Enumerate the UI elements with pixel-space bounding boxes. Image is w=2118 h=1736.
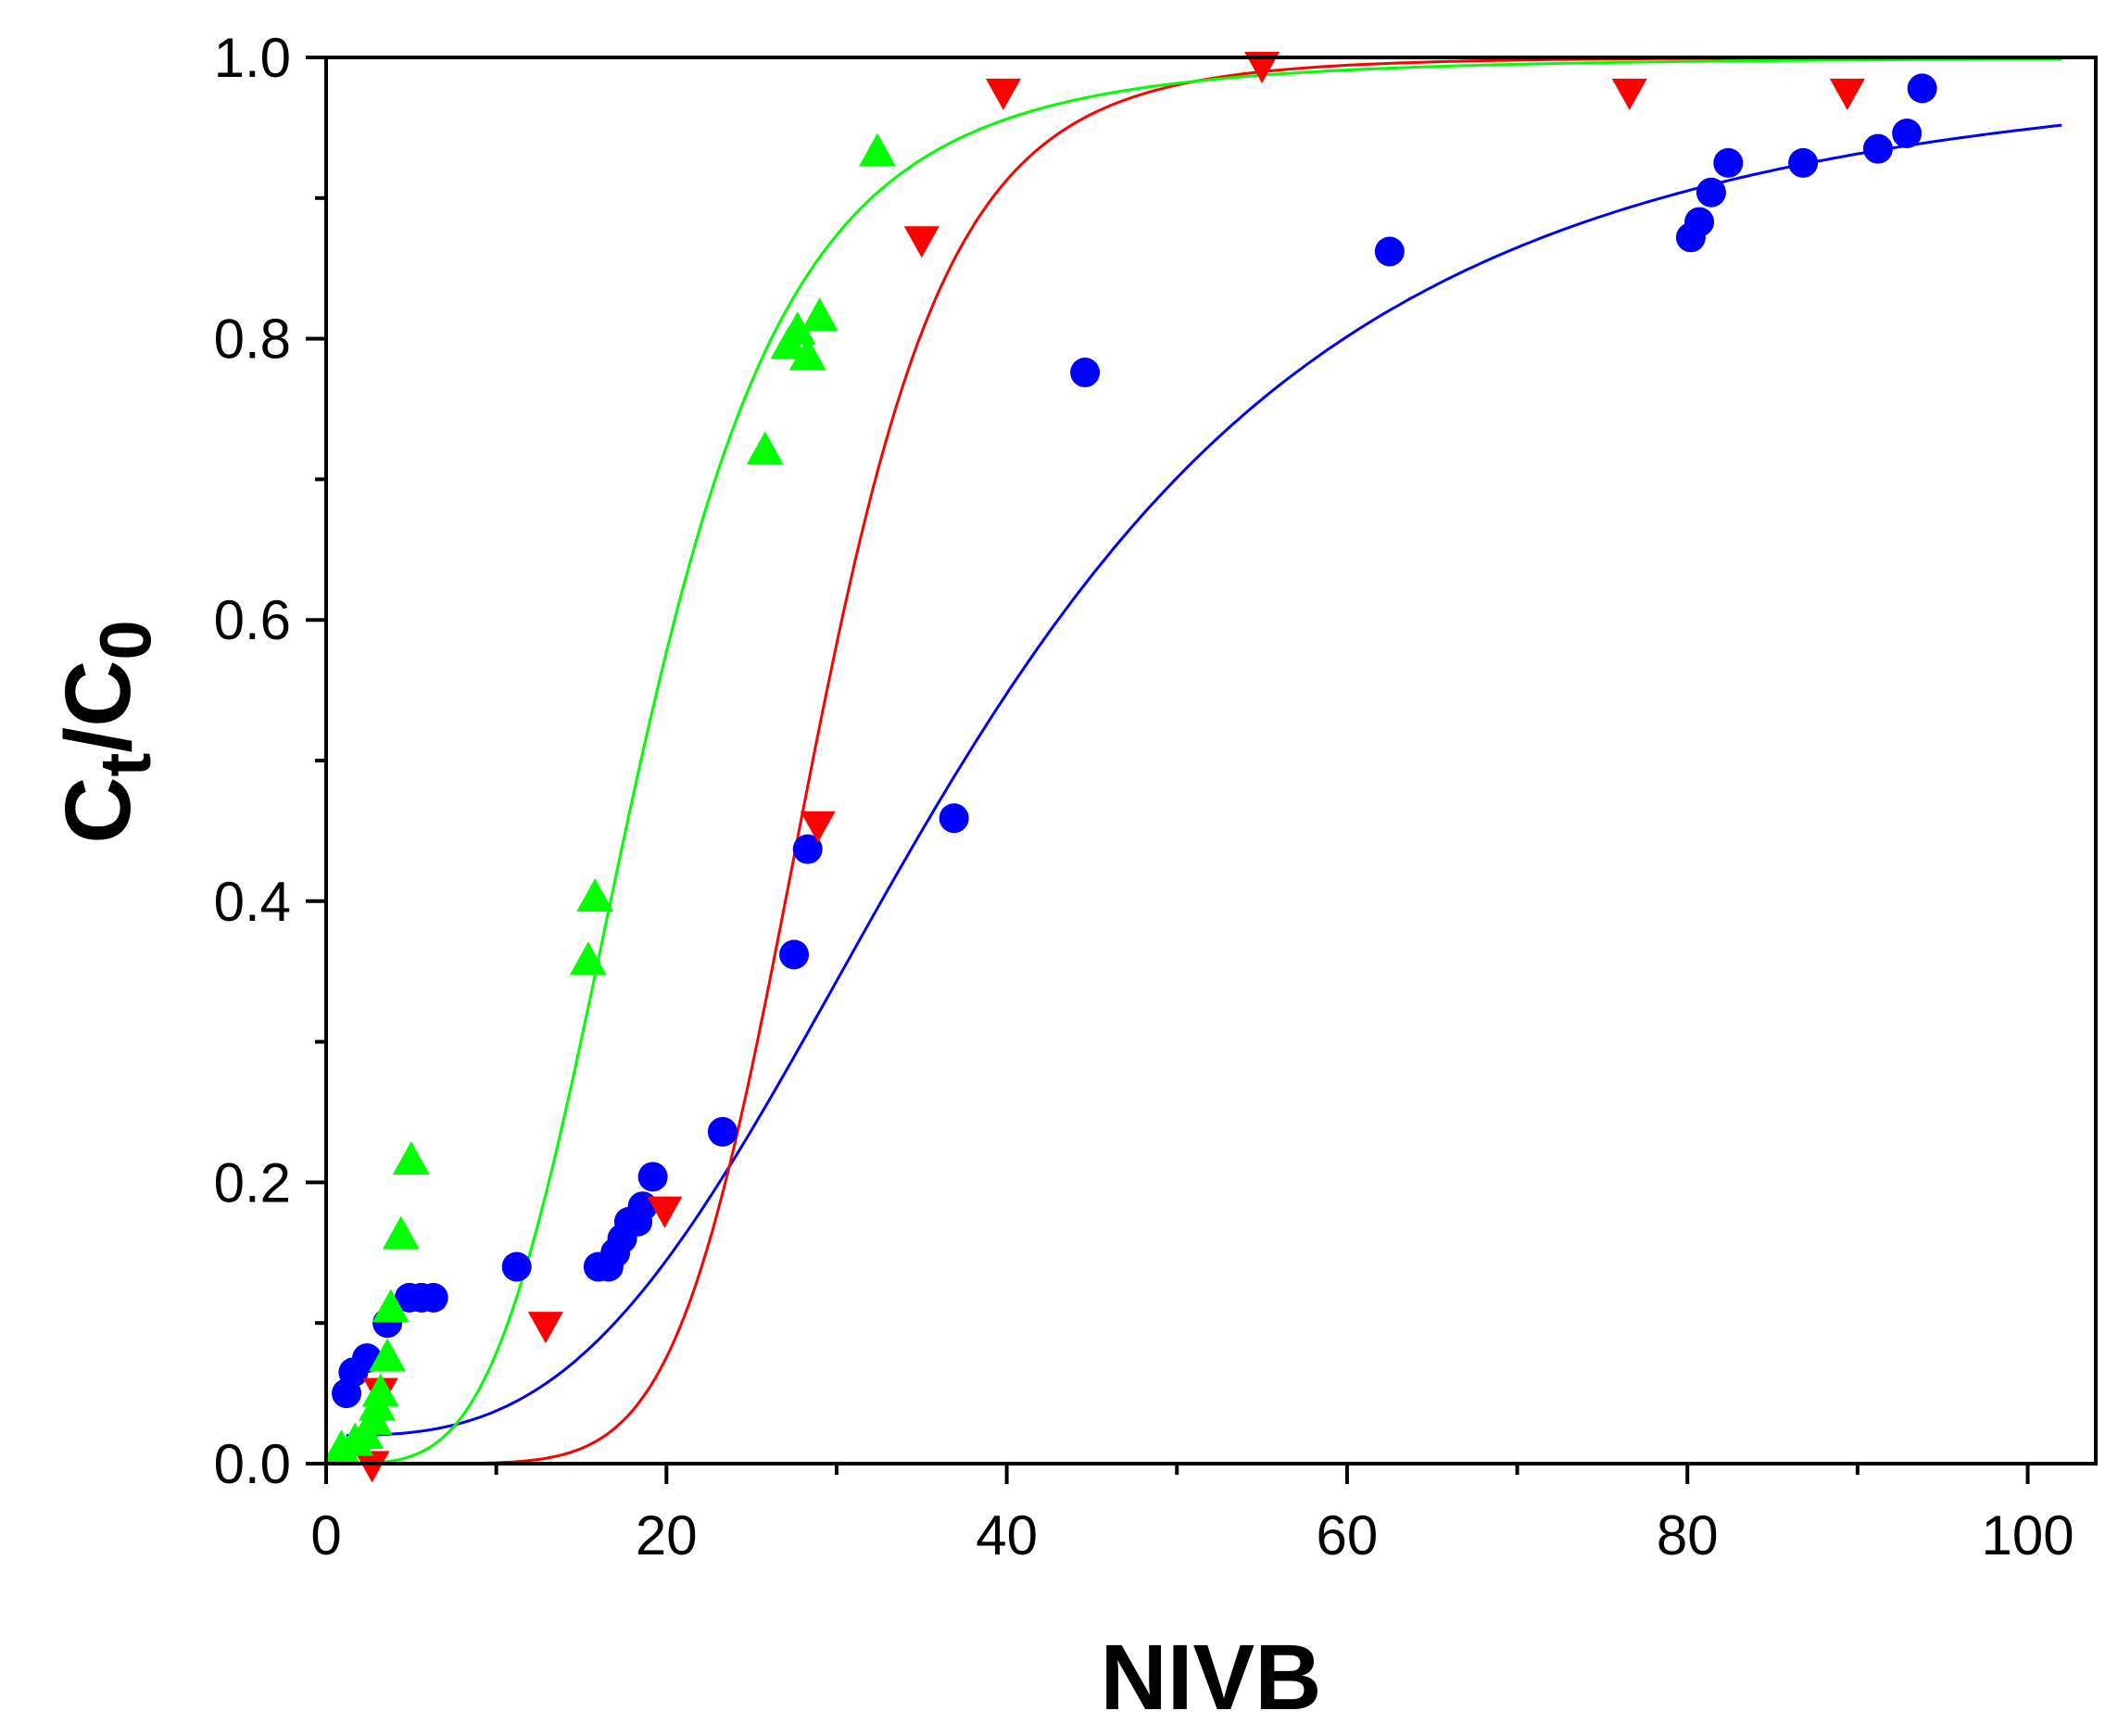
- data-point: [859, 132, 897, 167]
- data-point: [527, 1312, 563, 1344]
- y-tick-label: 1.0: [214, 27, 291, 89]
- data-point: [637, 1162, 668, 1192]
- y-tick-label: 0.2: [214, 1151, 291, 1214]
- y-axis-label-sub-t: t: [84, 753, 166, 777]
- data-point: [939, 803, 969, 834]
- y-axis-label-sub-0: 0: [84, 620, 166, 660]
- data-point: [1244, 51, 1280, 83]
- data-point: [788, 336, 826, 371]
- data-point: [361, 1373, 399, 1407]
- y-tick-label: 0.4: [214, 871, 291, 933]
- data-point: [801, 297, 838, 332]
- y-tick-label: 0.6: [214, 589, 291, 651]
- data-point: [746, 431, 784, 465]
- data-point: [779, 939, 810, 970]
- tick-labels: 0 20 40 60 80 100 0.0 0.2 0.4 0.6 0.8 1.0: [214, 27, 2074, 1566]
- fit-curve: [346, 123, 2062, 1438]
- data-point: [1862, 133, 1893, 164]
- data-point: [792, 834, 823, 864]
- data-point: [707, 1116, 738, 1147]
- data-point: [903, 226, 939, 258]
- data-point: [1829, 78, 1865, 110]
- x-axis-label: NIVB: [1101, 1626, 1322, 1730]
- x-tick-label: 40: [976, 1504, 1038, 1566]
- axis-ticks: [306, 56, 2030, 1484]
- data-point: [576, 878, 614, 912]
- x-tick-label: 0: [310, 1504, 341, 1566]
- plot-frame: [324, 56, 2098, 1466]
- x-tick-label: 100: [1981, 1504, 2074, 1566]
- x-tick-label: 20: [636, 1504, 698, 1566]
- data-point: [369, 1338, 407, 1372]
- data-point: [1374, 236, 1405, 267]
- data-point: [372, 1289, 410, 1323]
- x-tick-label: 80: [1657, 1504, 1719, 1566]
- data-point: [569, 941, 607, 975]
- data-point: [800, 811, 836, 843]
- data-point: [418, 1282, 448, 1313]
- data-point: [1696, 177, 1726, 208]
- data-point: [382, 1215, 420, 1250]
- data-markers: [322, 51, 1937, 1483]
- data-point: [985, 78, 1021, 110]
- data-point: [1788, 147, 1819, 178]
- data-point: [778, 311, 816, 346]
- y-tick-label: 0.8: [214, 308, 291, 371]
- data-point: [1611, 78, 1647, 110]
- data-point: [501, 1252, 532, 1282]
- data-point: [354, 1451, 390, 1483]
- data-point: [392, 1141, 430, 1176]
- data-point: [1713, 147, 1744, 178]
- y-axis-label-c: C: [46, 777, 150, 844]
- y-axis-label-slash-c: /C: [46, 660, 150, 753]
- svg-text:Ct/C0: Ct/C0: [46, 620, 166, 844]
- data-point: [1907, 73, 1937, 104]
- data-point: [1892, 118, 1923, 148]
- data-point: [1070, 358, 1101, 388]
- y-tick-label: 0.0: [214, 1433, 291, 1495]
- data-point: [647, 1196, 683, 1228]
- fit-curve: [346, 57, 2062, 1466]
- data-point: [1684, 207, 1715, 237]
- y-axis-label: Ct/C0: [46, 620, 166, 844]
- x-tick-label: 60: [1317, 1504, 1379, 1566]
